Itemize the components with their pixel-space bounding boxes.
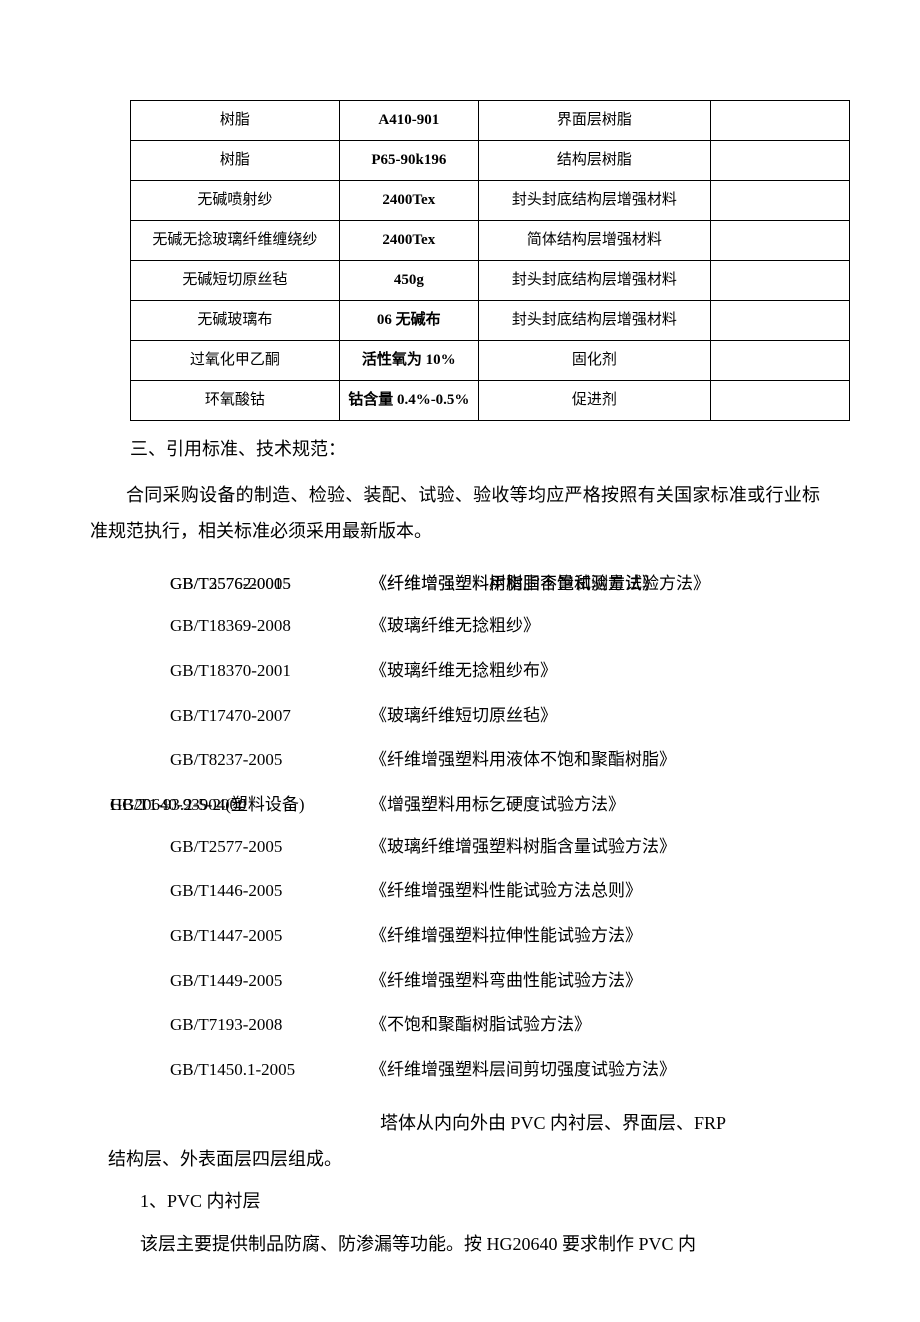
standard-row: GB/T1446-2005《纤维增强塑料性能试验方法总则》 bbox=[170, 876, 860, 907]
table-cell: 06 无碱布 bbox=[339, 301, 478, 341]
table-cell: 2400Tex bbox=[339, 221, 478, 261]
standards-group-2: GB/T2577-2005《玻璃纤维增强塑料树脂含量试验方法》GB/T1446-… bbox=[170, 832, 860, 1086]
standard-row: GB/T1449-2005《纤维增强塑料弯曲性能试验方法》 bbox=[170, 966, 860, 997]
table-cell: 无碱喷射纱 bbox=[131, 181, 340, 221]
standard-row-overlap-2: HG20640-93904(塑料设备) 《增强塑料用标乞硬度试验方法》 GB/T… bbox=[110, 790, 860, 818]
overlap2-layer2: GB/T1-93.2-5-2000 bbox=[110, 790, 370, 821]
standard-row-overlap-1: GB/T3576-20005 《纤维增强塑料树脂固含量试验方法》 GB/T257… bbox=[170, 569, 860, 597]
table-cell: 无碱短切原丝毡 bbox=[131, 261, 340, 301]
std-title: 《玻璃纤维增强塑料树脂含量试验方法》 bbox=[370, 832, 860, 863]
section3-intro: 合同采购设备的制造、检验、装配、试验、验收等均应严格按照有关国家标准或行业标准规… bbox=[90, 477, 820, 549]
table-cell bbox=[710, 141, 849, 181]
table-cell: 固化剂 bbox=[478, 341, 710, 381]
table-cell: 过氧化甲乙酮 bbox=[131, 341, 340, 381]
table-row: 无碱喷射纱2400Tex封头封底结构层增强材料 bbox=[131, 181, 850, 221]
table-cell: A410-901 bbox=[339, 101, 478, 141]
table-row: 树脂P65-90k196结构层树脂 bbox=[131, 141, 850, 181]
table-cell: 封头封底结构层增强材料 bbox=[478, 181, 710, 221]
materials-table-body: 树脂A410-901界面层树脂树脂P65-90k196结构层树脂无碱喷射纱240… bbox=[131, 101, 850, 421]
std-title: 《纤维增强塑料弯曲性能试验方法》 bbox=[370, 966, 860, 997]
std-code: GB/T1-93.2-5-2000 bbox=[110, 790, 370, 821]
table-cell: 无碱玻璃布 bbox=[131, 301, 340, 341]
std-title: 《纤维增强塑料性能试验方法总则》 bbox=[370, 876, 860, 907]
std-title: 《纤维增强塑料拉伸性能试验方法》 bbox=[370, 921, 860, 952]
standard-row: GB/T1447-2005《纤维增强塑料拉伸性能试验方法》 bbox=[170, 921, 860, 952]
standard-row: GB/T17470-2007《玻璃纤维短切原丝毡》 bbox=[170, 701, 860, 732]
table-cell: 树脂 bbox=[131, 101, 340, 141]
table-cell bbox=[710, 261, 849, 301]
materials-table: 树脂A410-901界面层树脂树脂P65-90k196结构层树脂无碱喷射纱240… bbox=[130, 100, 850, 421]
section3-heading: 三、引用标准、技术规范： bbox=[130, 433, 860, 465]
table-cell: 450g bbox=[339, 261, 478, 301]
standard-row: GB/T18369-2008《玻璃纤维无捻粗纱》 bbox=[170, 611, 860, 642]
table-row: 过氧化甲乙酮活性氧为 10%固化剂 bbox=[131, 341, 850, 381]
std-title: 《纤维增强塑料用液体不饱和聚酯树脂》 bbox=[370, 745, 860, 776]
table-cell bbox=[710, 221, 849, 261]
overlap1-layer2: GB/T25762-0015 《纤维增强塑料用树脂不饱和测量试验方法》 bbox=[170, 569, 710, 600]
compose-lead: 塔体从内向外由 PVC 内衬层、界面层、FRP bbox=[380, 1105, 726, 1141]
std-code: GB/T8237-2005 bbox=[170, 745, 370, 776]
table-cell: 封头封底结构层增强材料 bbox=[478, 301, 710, 341]
table-cell: 无碱无捻玻璃纤维缠绕纱 bbox=[131, 221, 340, 261]
table-row: 无碱玻璃布06 无碱布封头封底结构层增强材料 bbox=[131, 301, 850, 341]
std-code: GB/T1450.1-2005 bbox=[170, 1055, 370, 1086]
std-title: 《不饱和聚酯树脂试验方法》 bbox=[370, 1010, 860, 1041]
table-cell: 促进剂 bbox=[478, 381, 710, 421]
table-cell bbox=[710, 381, 849, 421]
table-row: 树脂A410-901界面层树脂 bbox=[131, 101, 850, 141]
table-cell: 环氧酸钴 bbox=[131, 381, 340, 421]
compose-tail: 结构层、外表面层四层组成。 bbox=[108, 1141, 820, 1177]
std-title: 《纤维增强塑料用树脂不饱和测量试验方法》 bbox=[370, 569, 710, 600]
table-cell bbox=[710, 181, 849, 221]
table-cell: 结构层树脂 bbox=[478, 141, 710, 181]
std-title: 《玻璃纤维无捻粗纱》 bbox=[370, 611, 860, 642]
table-row: 无碱短切原丝毡450g封头封底结构层增强材料 bbox=[131, 261, 850, 301]
std-code: GB/T7193-2008 bbox=[170, 1010, 370, 1041]
table-cell: 钴含量 0.4%-0.5% bbox=[339, 381, 478, 421]
std-code: GB/T2577-2005 bbox=[170, 832, 370, 863]
section4-compose: 塔体从内向外由 PVC 内衬层、界面层、FRP bbox=[90, 1105, 820, 1141]
table-cell bbox=[710, 341, 849, 381]
table-cell: 简体结构层增强材料 bbox=[478, 221, 710, 261]
std-code: GB/T25762-0015 bbox=[170, 569, 370, 600]
section4-sub1-title: 1、PVC 内衬层 bbox=[140, 1185, 860, 1217]
table-row: 环氧酸钴钴含量 0.4%-0.5%促进剂 bbox=[131, 381, 850, 421]
std-code: GB/T18370-2001 bbox=[170, 656, 370, 687]
standard-row: GB/T8237-2005《纤维增强塑料用液体不饱和聚酯树脂》 bbox=[170, 745, 860, 776]
std-code: GB/T17470-2007 bbox=[170, 701, 370, 732]
table-cell: P65-90k196 bbox=[339, 141, 478, 181]
standard-row: GB/T2577-2005《玻璃纤维增强塑料树脂含量试验方法》 bbox=[170, 832, 860, 863]
table-cell bbox=[710, 301, 849, 341]
standards-group-1: GB/T18369-2008《玻璃纤维无捻粗纱》GB/T18370-2001《玻… bbox=[170, 611, 860, 775]
std-code: GB/T1447-2005 bbox=[170, 921, 370, 952]
table-cell: 2400Tex bbox=[339, 181, 478, 221]
std-title: 《玻璃纤维短切原丝毡》 bbox=[370, 701, 860, 732]
std-code: GB/T1449-2005 bbox=[170, 966, 370, 997]
table-cell: 树脂 bbox=[131, 141, 340, 181]
standard-row: GB/T18370-2001《玻璃纤维无捻粗纱布》 bbox=[170, 656, 860, 687]
std-code: GB/T1446-2005 bbox=[170, 876, 370, 907]
std-title: 《纤维增强塑料层间剪切强度试验方法》 bbox=[370, 1055, 860, 1086]
section4-sub1-text: 该层主要提供制品防腐、防渗漏等功能。按 HG20640 要求制作 PVC 内 bbox=[140, 1226, 820, 1262]
table-cell bbox=[710, 101, 849, 141]
standard-row: GB/T1450.1-2005《纤维增强塑料层间剪切强度试验方法》 bbox=[170, 1055, 860, 1086]
std-code: GB/T18369-2008 bbox=[170, 611, 370, 642]
std-title: 《玻璃纤维无捻粗纱布》 bbox=[370, 656, 860, 687]
standards-list: GB/T3576-20005 《纤维增强塑料树脂固含量试验方法》 GB/T257… bbox=[170, 569, 860, 1085]
table-row: 无碱无捻玻璃纤维缠绕纱2400Tex简体结构层增强材料 bbox=[131, 221, 850, 261]
standard-row: GB/T7193-2008《不饱和聚酯树脂试验方法》 bbox=[170, 1010, 860, 1041]
table-cell: 活性氧为 10% bbox=[339, 341, 478, 381]
table-cell: 封头封底结构层增强材料 bbox=[478, 261, 710, 301]
table-cell: 界面层树脂 bbox=[478, 101, 710, 141]
std-title: 《增强塑料用标乞硬度试验方法》 bbox=[370, 790, 625, 821]
